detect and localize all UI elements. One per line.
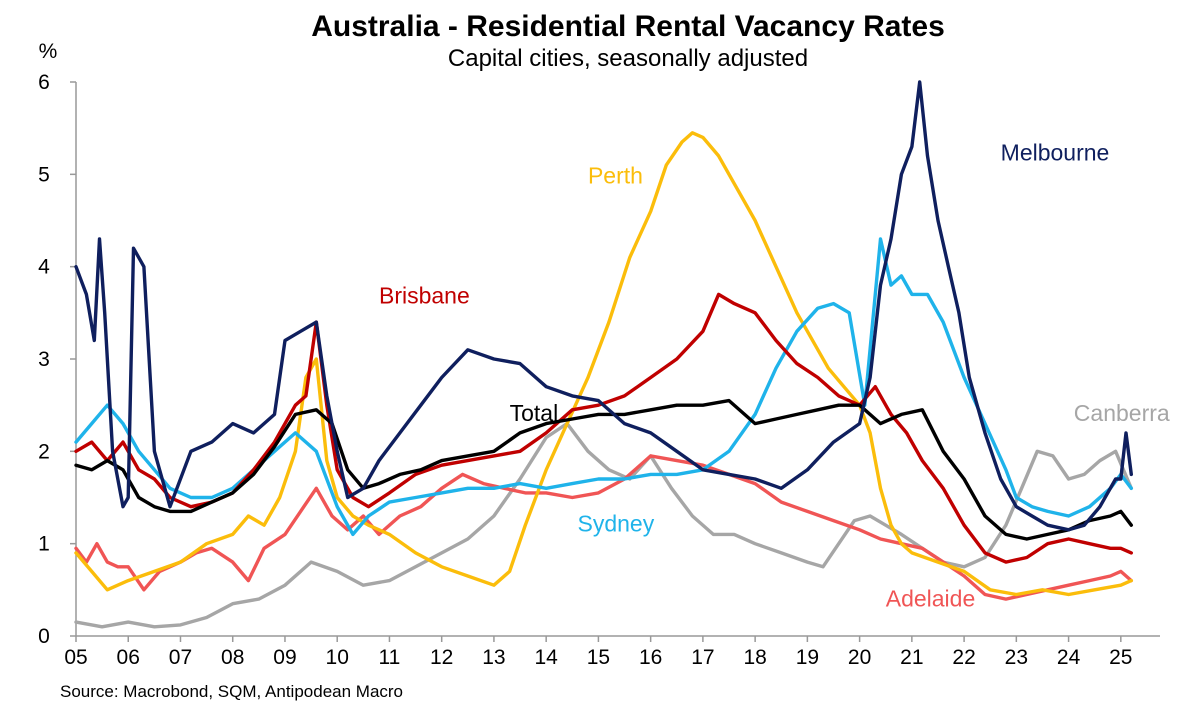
y-axis: 0 1 2 3 4 5 6 — [38, 71, 77, 648]
y-tick-label: 5 — [38, 163, 50, 186]
y-tick-label: 6 — [38, 71, 50, 94]
series-labels: Melbourne Perth Brisbane Total Canberra Sydne… — [379, 139, 1170, 611]
x-tick-label: 06 — [117, 646, 140, 669]
x-tick-label: 11 — [379, 646, 401, 669]
x-tick-label: 08 — [221, 646, 244, 669]
x-tick-label: 07 — [169, 646, 192, 669]
x-tick-label: 16 — [639, 646, 662, 669]
series-label-sydney: Sydney — [578, 511, 655, 537]
series-label-perth: Perth — [588, 163, 643, 189]
series-label-total: Total — [510, 400, 559, 426]
x-tick-label: 19 — [796, 646, 819, 669]
series-line-sydney — [74, 237, 1134, 537]
x-tick-label: 12 — [430, 646, 453, 669]
series-line-melbourne — [74, 80, 1134, 532]
x-tick-label: 22 — [952, 646, 975, 669]
chart-subtitle: Capital cities, seasonally adjusted — [448, 45, 808, 72]
x-tick-label: 20 — [848, 646, 871, 669]
series-label-adelaide: Adelaide — [886, 585, 976, 611]
series-line-perth — [74, 131, 1134, 597]
y-tick-label: 3 — [38, 348, 50, 371]
x-axis: 05 06 07 08 09 10 11 12 13 14 15 16 17 18 19 20 21 22 23 24… — [64, 635, 1160, 669]
x-tick-label: 14 — [534, 646, 558, 669]
x-tick-label: 21 — [900, 646, 923, 669]
series-label-melbourne: Melbourne — [1001, 139, 1110, 165]
y-tick-label: 1 — [38, 533, 50, 556]
x-tick-label: 09 — [273, 646, 296, 669]
x-tick-label: 24 — [1057, 646, 1081, 669]
y-tick-label: 0 — [38, 625, 50, 648]
series-label-brisbane: Brisbane — [379, 283, 470, 309]
x-tick-label: 17 — [691, 646, 714, 669]
x-tick-label: 18 — [743, 646, 766, 669]
series-line-total — [74, 398, 1134, 541]
x-tick-label: 23 — [1005, 646, 1028, 669]
x-tick-label: 13 — [482, 646, 505, 669]
x-tick-label: 25 — [1109, 646, 1132, 669]
source-note: Source: Macrobond, SQM, Antipodean Macro — [60, 682, 403, 701]
y-tick-label: 4 — [38, 256, 50, 279]
x-tick-label: 10 — [326, 646, 349, 669]
y-axis-unit: % — [39, 40, 58, 63]
series-label-canberra: Canberra — [1074, 400, 1170, 426]
x-tick-label: 15 — [587, 646, 610, 669]
chart-title: Australia - Residential Rental Vacancy R… — [311, 10, 945, 43]
x-tick-label: 05 — [64, 646, 87, 669]
series-lines — [74, 80, 1134, 629]
y-tick-label: 2 — [38, 440, 50, 463]
